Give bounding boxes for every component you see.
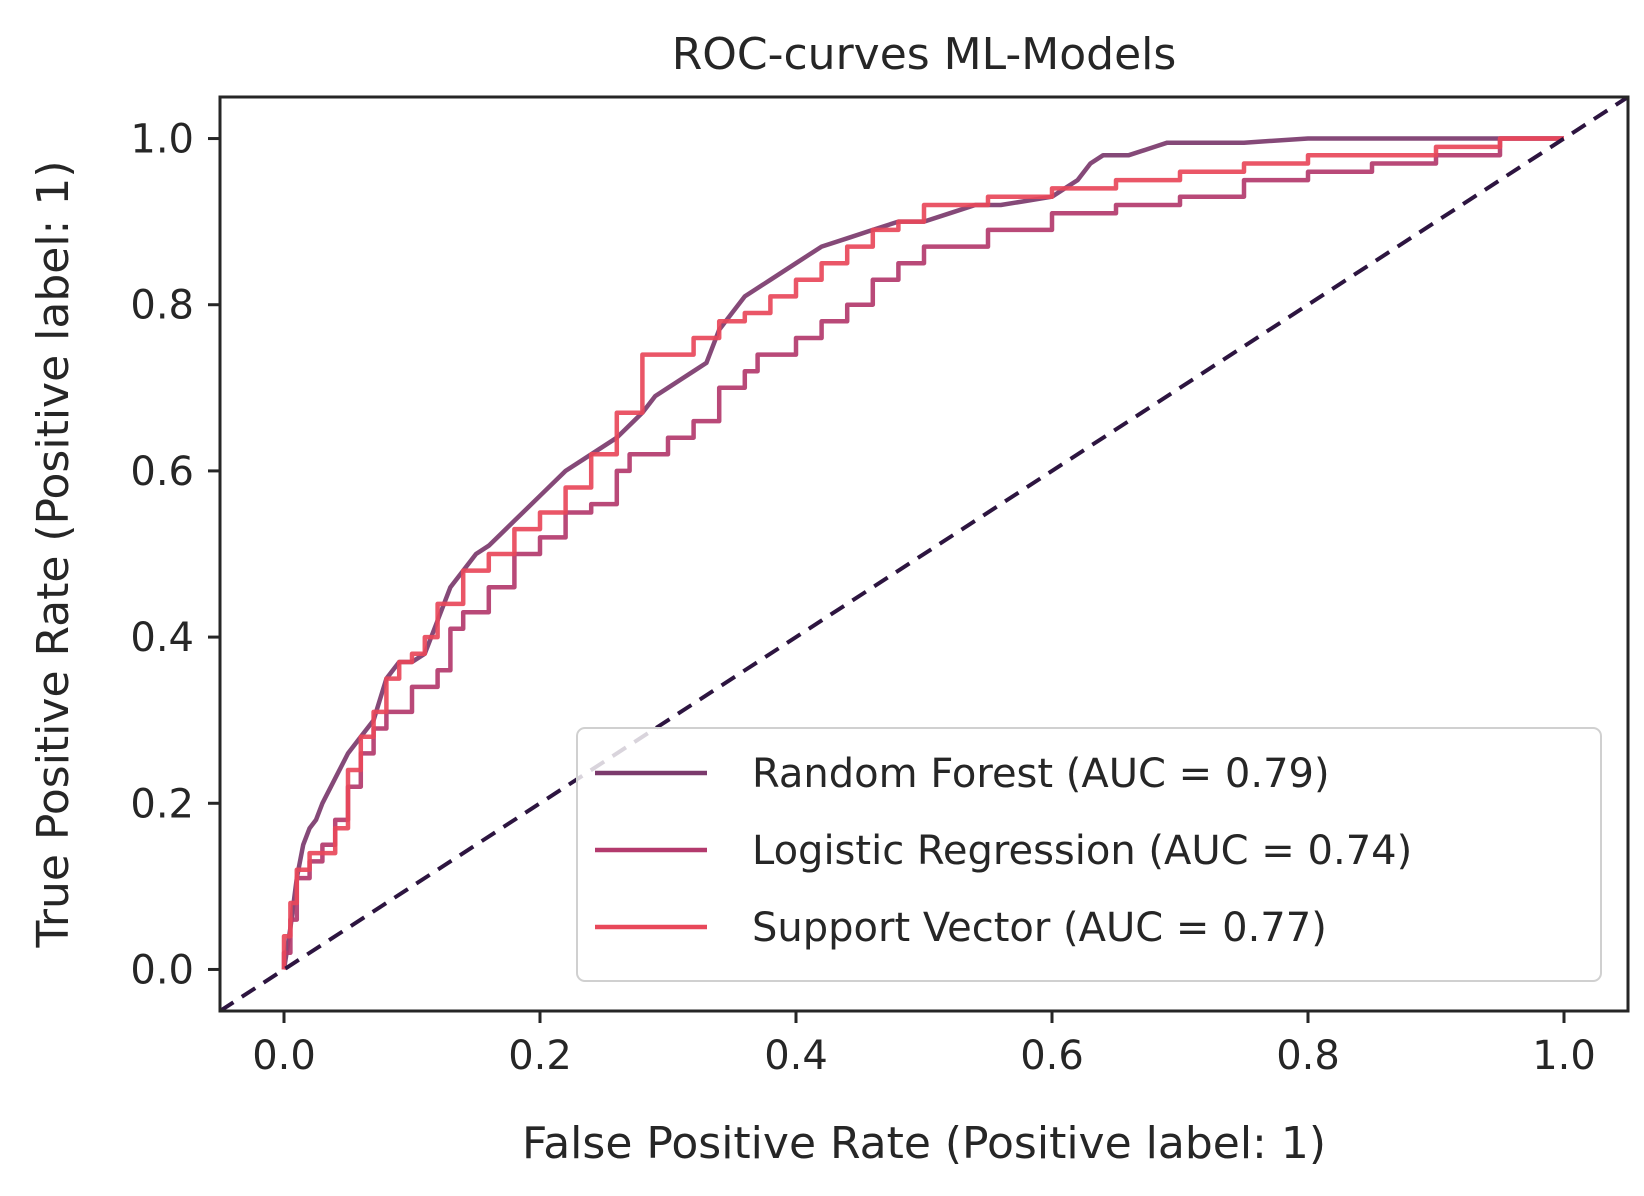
x-tick-label: 0.4 — [764, 1033, 828, 1079]
x-axis-title: False Positive Rate (Positive label: 1) — [522, 1118, 1326, 1169]
y-axis-title: True Positive Rate (Positive label: 1) — [28, 160, 79, 948]
legend-box — [576, 727, 1602, 982]
y-tick-label: 0.2 — [130, 781, 194, 827]
legend-label: Support Vector (AUC = 0.77) — [752, 905, 1327, 951]
series-line-1 — [281, 136, 1564, 970]
plot-area — [220, 97, 1628, 1011]
y-tick-label: 0.8 — [130, 283, 194, 329]
y-axis: 0.0 0.2 0.4 0.6 0.8 1.0 — [130, 117, 220, 993]
legend: Random Forest (AUC = 0.79) Logistic Regre… — [576, 727, 1602, 982]
legend-label: Logistic Regression (AUC = 0.74) — [752, 828, 1412, 874]
y-tick-label: 1.0 — [130, 117, 194, 163]
y-tick-label: 0.6 — [130, 449, 194, 495]
plot-frame — [218, 95, 1630, 1013]
series-line-2 — [281, 136, 1564, 970]
legend-label: Random Forest (AUC = 0.79) — [752, 751, 1330, 797]
y-tick-label: 0.0 — [130, 947, 194, 993]
x-tick-label: 0.0 — [252, 1033, 316, 1079]
x-axis: 0.0 0.2 0.4 0.6 0.8 1.0 — [252, 1011, 1596, 1079]
x-tick-label: 0.2 — [508, 1033, 572, 1079]
x-tick-label: 0.8 — [1276, 1033, 1340, 1079]
x-tick-label: 0.6 — [1020, 1033, 1084, 1079]
chance-diagonal-line — [220, 97, 1628, 1011]
x-tick-label: 1.0 — [1532, 1033, 1596, 1079]
y-tick-label: 0.4 — [130, 615, 194, 661]
chart-title: ROC-curves ML-Models — [672, 29, 1177, 80]
